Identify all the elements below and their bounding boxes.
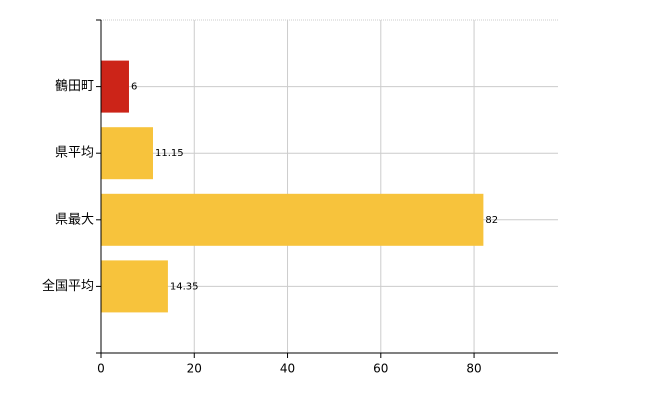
x-tick-label: 80 (466, 362, 481, 376)
bar (101, 127, 153, 180)
value-label: 6 (131, 82, 137, 93)
value-label: 14.35 (170, 281, 199, 292)
bar (101, 60, 129, 113)
x-tick-label: 40 (280, 362, 295, 376)
value-label: 11.15 (155, 148, 184, 159)
y-tick-label: 全国平均 (42, 278, 94, 294)
x-tick-label: 20 (187, 362, 202, 376)
y-tick-label: 鶴田町 (55, 78, 94, 94)
x-tick-label: 0 (97, 362, 105, 376)
value-label: 82 (485, 215, 498, 226)
y-tick-label: 県最大 (55, 212, 94, 227)
bar (101, 193, 484, 246)
bar (101, 260, 168, 313)
x-tick-label: 60 (373, 362, 388, 376)
y-tick-label: 県平均 (55, 146, 94, 161)
